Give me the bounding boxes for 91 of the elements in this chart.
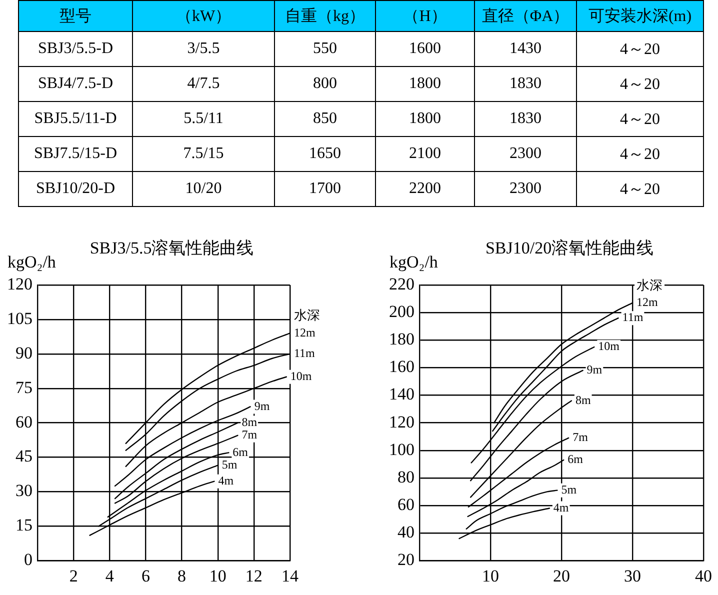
data-label: 1830 bbox=[474, 66, 576, 102]
data-label: 800 bbox=[274, 66, 376, 102]
data-label: 1800 bbox=[376, 102, 474, 136]
data-label: 1600 bbox=[376, 32, 474, 66]
annotation: 水深 bbox=[636, 277, 662, 292]
data-label: 2200 bbox=[376, 172, 474, 206]
x-tick-label: 4 bbox=[105, 566, 114, 586]
data-label: 850 bbox=[274, 102, 376, 136]
data-label: 2300 bbox=[474, 172, 576, 206]
series-label: 9m bbox=[586, 362, 603, 377]
text: 直径（ΦA） bbox=[474, 0, 576, 32]
chart-title: SBJ10/20溶氧性能曲线 bbox=[485, 238, 654, 258]
y-tick-label: 40 bbox=[398, 522, 414, 542]
data-label: 3/5.5 bbox=[132, 32, 274, 66]
series-label: 7m bbox=[242, 428, 258, 442]
data-label: 1700 bbox=[274, 172, 376, 206]
series-label: 4m bbox=[553, 500, 570, 514]
x-tick-label: 2 bbox=[69, 566, 78, 586]
series-label: 10m bbox=[598, 339, 620, 354]
data-label: 4/7.5 bbox=[132, 66, 274, 102]
category-label: SBJ7.5/15-D bbox=[18, 136, 132, 172]
y-tick-label: 45 bbox=[16, 446, 32, 466]
y-tick-label: 180 bbox=[389, 330, 414, 349]
y-tick-label: 30 bbox=[16, 481, 32, 500]
data-label: 4～20 bbox=[576, 102, 704, 136]
data-label: 4～20 bbox=[576, 136, 704, 172]
data-label: 1830 bbox=[474, 102, 576, 136]
text: 型号 bbox=[18, 0, 132, 32]
series-label: 12m bbox=[636, 295, 658, 310]
series-label: 9m bbox=[254, 398, 270, 413]
text: （H） bbox=[376, 0, 474, 32]
x-tick-label: 6 bbox=[141, 566, 150, 586]
y-tick-label: 90 bbox=[16, 343, 32, 362]
y-tick-label: 75 bbox=[16, 378, 32, 397]
series-label: 6m bbox=[232, 444, 249, 459]
series-label: 7m bbox=[572, 430, 589, 444]
x-tick-label: 30 bbox=[624, 566, 641, 586]
x-tick-label: 20 bbox=[553, 566, 570, 586]
data-label: 1800 bbox=[376, 66, 474, 102]
text: （kW） bbox=[132, 0, 274, 32]
data-label: 1650 bbox=[274, 136, 376, 172]
x-tick-label: 40 bbox=[695, 566, 712, 586]
y-tick-label: 220 bbox=[389, 274, 414, 294]
x-tick-label: 10 bbox=[482, 566, 499, 586]
x-tick-label: 8 bbox=[178, 566, 186, 586]
x-tick-label: 14 bbox=[282, 566, 299, 586]
data-label: 1430 bbox=[474, 32, 576, 66]
y-tick-label: 15 bbox=[16, 516, 32, 535]
data-label: 4～20 bbox=[576, 32, 704, 66]
data-label: 5.5/11 bbox=[132, 102, 274, 136]
series-label: 4m bbox=[218, 474, 234, 488]
x-tick-label: 12 bbox=[245, 566, 262, 586]
text: 水深 bbox=[294, 308, 320, 323]
y-tick-label: 60 bbox=[16, 412, 32, 432]
y-tick-label: 120 bbox=[7, 274, 32, 294]
category-label: SBJ4/7.5-D bbox=[18, 66, 132, 102]
data-label: 7.5/15 bbox=[132, 136, 274, 172]
y-tick-label: 105 bbox=[7, 308, 32, 328]
data-label: 10/20 bbox=[132, 172, 274, 206]
series-label: 6m bbox=[568, 452, 584, 466]
data-label: 550 bbox=[274, 32, 376, 66]
y-tick-label: 140 bbox=[389, 384, 414, 404]
series-label: 11m bbox=[294, 346, 316, 360]
y-tick-label: 160 bbox=[389, 357, 414, 376]
data-label: 4～20 bbox=[576, 172, 704, 206]
series-label: 8m bbox=[575, 392, 592, 407]
y-tick-label: 200 bbox=[389, 302, 414, 322]
y-axis-title: kgO₂/h bbox=[8, 252, 56, 272]
y-tick-label: 120 bbox=[389, 412, 414, 432]
y-axis-title: kgO₂/h bbox=[390, 252, 438, 272]
y-tick-label: 60 bbox=[398, 494, 414, 514]
series-label: 12m bbox=[294, 325, 316, 340]
data-label: 2300 bbox=[474, 136, 576, 172]
y-tick-label: 100 bbox=[389, 440, 414, 459]
data-label: 4～20 bbox=[576, 66, 704, 102]
x-tick-label: 10 bbox=[209, 566, 226, 586]
series-label: 5m bbox=[561, 482, 578, 496]
y-tick-label: 80 bbox=[398, 467, 414, 486]
text: 自重（kg） bbox=[274, 0, 376, 32]
category-label: SBJ5.5/11-D bbox=[18, 102, 132, 136]
category-label: SBJ3/5.5-D bbox=[18, 32, 132, 66]
data-label: 2100 bbox=[376, 136, 474, 172]
text: 可安装水深(m) bbox=[576, 0, 704, 32]
chart-title: SBJ3/5.5溶氧性能曲线 bbox=[90, 238, 254, 258]
y-tick-label: 0 bbox=[24, 550, 32, 570]
y-tick-label: 20 bbox=[398, 550, 414, 570]
series-label: 5m bbox=[222, 457, 238, 472]
series-label: 8m bbox=[242, 414, 258, 429]
series-label: 11m bbox=[622, 310, 644, 324]
series-label: 10m bbox=[290, 369, 312, 384]
category-label: SBJ10/20-D bbox=[18, 172, 132, 206]
